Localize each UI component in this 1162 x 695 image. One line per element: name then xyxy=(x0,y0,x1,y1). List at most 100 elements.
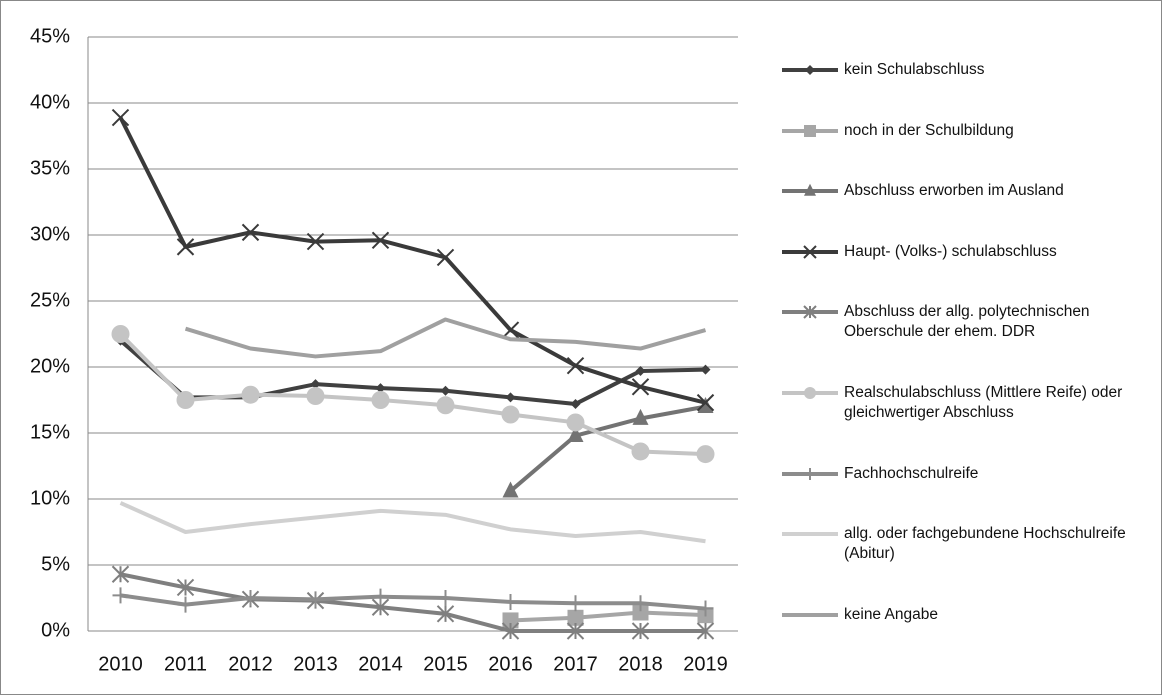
marker xyxy=(804,184,816,197)
y-tick-label: 45% xyxy=(30,25,70,47)
marker xyxy=(436,396,455,415)
legend-label: Realschulabschluss (Mittlere Reife) oder… xyxy=(844,384,1123,421)
marker xyxy=(501,405,520,424)
marker xyxy=(177,596,194,613)
marker xyxy=(804,467,816,480)
legend-label: kein Schulabschluss xyxy=(844,61,985,79)
series-line xyxy=(119,339,706,406)
series-line xyxy=(119,332,706,457)
series-line xyxy=(120,593,706,611)
series xyxy=(111,325,715,464)
y-tick-label: 35% xyxy=(30,157,70,179)
legend-swatch xyxy=(782,305,838,320)
series xyxy=(502,397,714,498)
legend-swatch xyxy=(782,184,838,197)
marker xyxy=(501,622,520,640)
marker xyxy=(502,593,519,610)
marker xyxy=(436,605,455,623)
legend-swatch xyxy=(782,124,838,137)
y-tick-label: 0% xyxy=(41,619,70,641)
legend-swatch xyxy=(782,65,838,76)
marker xyxy=(631,378,650,396)
x-tick-label: 2019 xyxy=(683,653,728,675)
series-line xyxy=(184,317,707,359)
series xyxy=(184,317,707,359)
legend-swatch xyxy=(782,467,838,480)
marker xyxy=(566,622,585,640)
marker xyxy=(567,426,584,443)
marker xyxy=(696,445,715,464)
marker xyxy=(372,588,389,605)
y-tick-label: 10% xyxy=(30,487,70,509)
marker xyxy=(501,321,520,339)
y-tick-label: 5% xyxy=(41,553,70,575)
marker xyxy=(375,383,386,394)
marker xyxy=(241,223,260,242)
legend-item: Abschluss erworben im Ausland xyxy=(780,181,1150,201)
marker xyxy=(566,413,585,432)
marker xyxy=(371,231,390,249)
legend-label: Abschluss der allg. polytechnischen Ober… xyxy=(844,303,1090,341)
marker xyxy=(803,305,817,320)
y-tick-label: 30% xyxy=(30,223,70,245)
marker xyxy=(112,587,129,604)
legend-item: allg. oder fachgebundene Hochschulreife … xyxy=(780,524,1150,564)
marker xyxy=(567,609,584,626)
marker xyxy=(505,392,516,403)
y-tick-label: 25% xyxy=(30,289,70,311)
series xyxy=(112,587,714,617)
x-tick-label: 2015 xyxy=(423,653,468,675)
series-line xyxy=(118,116,706,405)
legend-item: Realschulabschluss (Mittlere Reife) oder… xyxy=(780,383,1150,423)
legend-swatch xyxy=(782,387,838,399)
marker xyxy=(436,248,455,267)
marker xyxy=(242,590,259,606)
marker xyxy=(306,387,325,406)
x-tick-label: 2011 xyxy=(164,653,207,675)
marker xyxy=(803,245,817,259)
x-tick-label: 2012 xyxy=(228,653,273,675)
legend-item: Haupt- (Volks-) schulabschluss xyxy=(780,242,1150,262)
marker xyxy=(567,595,584,612)
marker xyxy=(570,398,581,409)
marker xyxy=(631,622,650,640)
series xyxy=(111,108,715,412)
marker xyxy=(566,356,585,375)
marker xyxy=(176,578,195,597)
legend-label: Fachhochschulreife xyxy=(844,464,979,482)
legend-label: Abschluss erworben im Ausland xyxy=(844,182,1064,200)
marker xyxy=(804,124,816,137)
marker xyxy=(700,364,711,375)
legend-label: keine Angabe xyxy=(844,605,938,623)
x-tick-label: 2017 xyxy=(553,653,598,675)
legend-label: allg. oder fachgebundene Hochschulreife … xyxy=(844,525,1126,563)
marker xyxy=(310,379,321,390)
y-tick-label: 15% xyxy=(30,421,70,443)
marker xyxy=(176,391,195,409)
x-tick-label: 2018 xyxy=(618,653,663,675)
legend: kein Schulabschluss noch in der Schulbild… xyxy=(780,40,1150,645)
marker xyxy=(697,397,714,413)
series-line xyxy=(509,404,706,493)
marker xyxy=(804,387,816,399)
marker xyxy=(437,590,454,606)
legend-swatch xyxy=(782,245,838,259)
marker xyxy=(697,600,714,617)
legend-item: Fachhochschulreife xyxy=(780,464,1150,484)
y-tick-label: 20% xyxy=(30,355,70,377)
marker xyxy=(632,408,649,425)
marker xyxy=(241,385,260,404)
legend-label: noch in der Schulbildung xyxy=(844,121,1014,139)
marker xyxy=(502,612,519,629)
y-tick-label: 40% xyxy=(30,91,70,113)
marker xyxy=(306,232,325,251)
series-line xyxy=(120,572,706,633)
series-line xyxy=(510,610,706,623)
x-tick-label: 2013 xyxy=(293,653,338,675)
marker xyxy=(371,391,390,409)
x-tick-label: 2014 xyxy=(358,653,403,675)
legend-item: Abschluss der allg. polytechnischen Ober… xyxy=(780,302,1150,342)
legend-item: keine Angabe xyxy=(780,605,1150,625)
